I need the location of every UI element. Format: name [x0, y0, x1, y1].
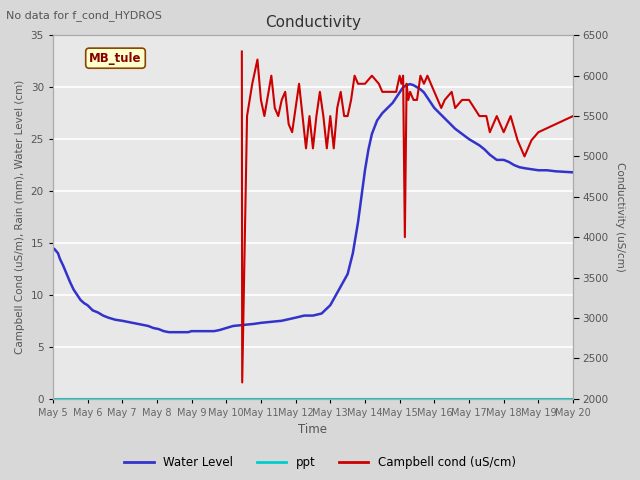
Legend: Water Level, ppt, Campbell cond (uS/cm): Water Level, ppt, Campbell cond (uS/cm): [119, 452, 521, 474]
Text: No data for f_cond_HYDROS: No data for f_cond_HYDROS: [6, 10, 163, 21]
Title: Conductivity: Conductivity: [265, 15, 361, 30]
Text: MB_tule: MB_tule: [89, 52, 141, 65]
Y-axis label: Campbell Cond (uS/m), Rain (mm), Water Level (cm): Campbell Cond (uS/m), Rain (mm), Water L…: [15, 80, 25, 354]
X-axis label: Time: Time: [298, 423, 328, 436]
Y-axis label: Conductivity (uS/cm): Conductivity (uS/cm): [615, 162, 625, 272]
